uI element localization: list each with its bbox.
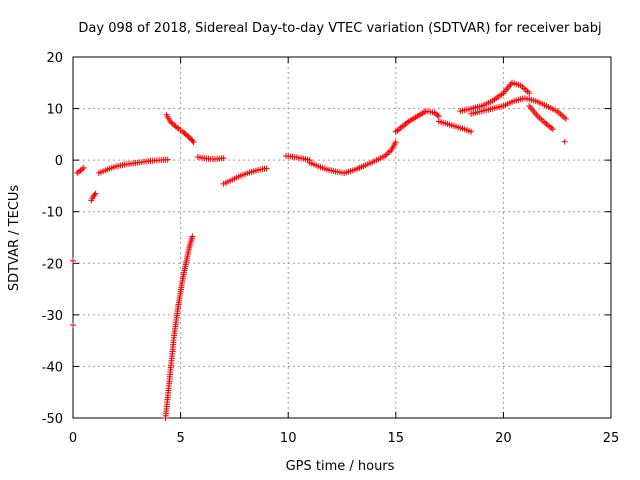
x-tick-label: 10 bbox=[280, 431, 297, 446]
x-axis-label: GPS time / hours bbox=[286, 459, 395, 474]
series-arc-9 bbox=[306, 159, 363, 177]
y-tick-label: -10 bbox=[42, 206, 63, 221]
data-point-marker bbox=[186, 135, 193, 142]
series-arc-3 bbox=[95, 156, 171, 177]
series-arc-8 bbox=[283, 153, 313, 164]
series-arc-6 bbox=[194, 154, 227, 163]
data-point-marker bbox=[174, 124, 181, 131]
y-tick-label: -20 bbox=[42, 257, 63, 272]
axis-ticks bbox=[72, 56, 612, 419]
data-point-marker bbox=[92, 190, 99, 197]
data-point-marker bbox=[80, 164, 87, 171]
data-point-marker bbox=[70, 257, 76, 264]
y-tick-label: -30 bbox=[42, 309, 63, 324]
x-tick-labels: 0 5 10 15 20 25 bbox=[69, 431, 619, 446]
data-point-marker bbox=[164, 156, 171, 163]
data-point-marker bbox=[468, 128, 475, 135]
data-point-marker bbox=[392, 139, 399, 146]
plot-frame bbox=[72, 56, 612, 419]
data-point-marker bbox=[434, 112, 441, 119]
series-arc-12 bbox=[435, 118, 475, 135]
series-arc-2 bbox=[88, 190, 99, 204]
series-arc-10 bbox=[356, 139, 399, 171]
series-arc-13 bbox=[457, 79, 533, 115]
data-point-marker bbox=[526, 90, 533, 97]
series-arc-14 bbox=[468, 95, 569, 122]
data-point-marker bbox=[70, 322, 76, 329]
x-tick-label: 0 bbox=[69, 431, 77, 446]
x-tick-label: 15 bbox=[388, 431, 405, 446]
data-point-marker bbox=[185, 133, 192, 140]
series-arc-15 bbox=[526, 102, 556, 133]
series-arc-4 bbox=[162, 233, 196, 421]
data-point-marker bbox=[562, 115, 569, 122]
data-point-marker bbox=[220, 155, 227, 162]
data-point-marker bbox=[182, 131, 189, 138]
data-point-marker bbox=[189, 137, 196, 144]
chart-title: Day 098 of 2018, Sidereal Day-to-day VTE… bbox=[78, 21, 601, 36]
data-point-marker bbox=[169, 120, 176, 127]
data-point-marker bbox=[168, 119, 175, 126]
series-arc-7 bbox=[220, 165, 270, 187]
y-tick-label: -50 bbox=[42, 412, 63, 427]
series-arc-1 bbox=[74, 164, 87, 177]
series-isolated bbox=[70, 138, 568, 329]
data-point-marker bbox=[549, 126, 556, 133]
data-point-marker bbox=[166, 117, 173, 124]
y-tick-label: 10 bbox=[46, 103, 63, 118]
x-tick-label: 25 bbox=[603, 431, 620, 446]
grid-lines bbox=[73, 57, 611, 418]
y-tick-label: 0 bbox=[55, 154, 63, 169]
data-point-marker bbox=[263, 165, 270, 172]
y-tick-labels: 20 10 0 -10 -20 -30 -40 -50 bbox=[42, 51, 63, 427]
data-series bbox=[70, 79, 569, 421]
data-point-marker bbox=[184, 132, 191, 139]
series-arc-5 bbox=[163, 111, 197, 146]
data-point-marker bbox=[190, 139, 197, 146]
y-tick-label: 20 bbox=[46, 51, 63, 66]
y-tick-label: -40 bbox=[42, 360, 63, 375]
series-arc-11 bbox=[392, 108, 442, 135]
data-point-marker bbox=[91, 191, 98, 198]
data-point-marker bbox=[561, 138, 568, 145]
data-point-marker bbox=[435, 113, 442, 120]
y-axis-label: SDTVAR / TECUs bbox=[7, 185, 22, 292]
data-point-marker bbox=[189, 233, 196, 240]
x-tick-label: 5 bbox=[176, 431, 184, 446]
x-tick-label: 20 bbox=[495, 431, 512, 446]
